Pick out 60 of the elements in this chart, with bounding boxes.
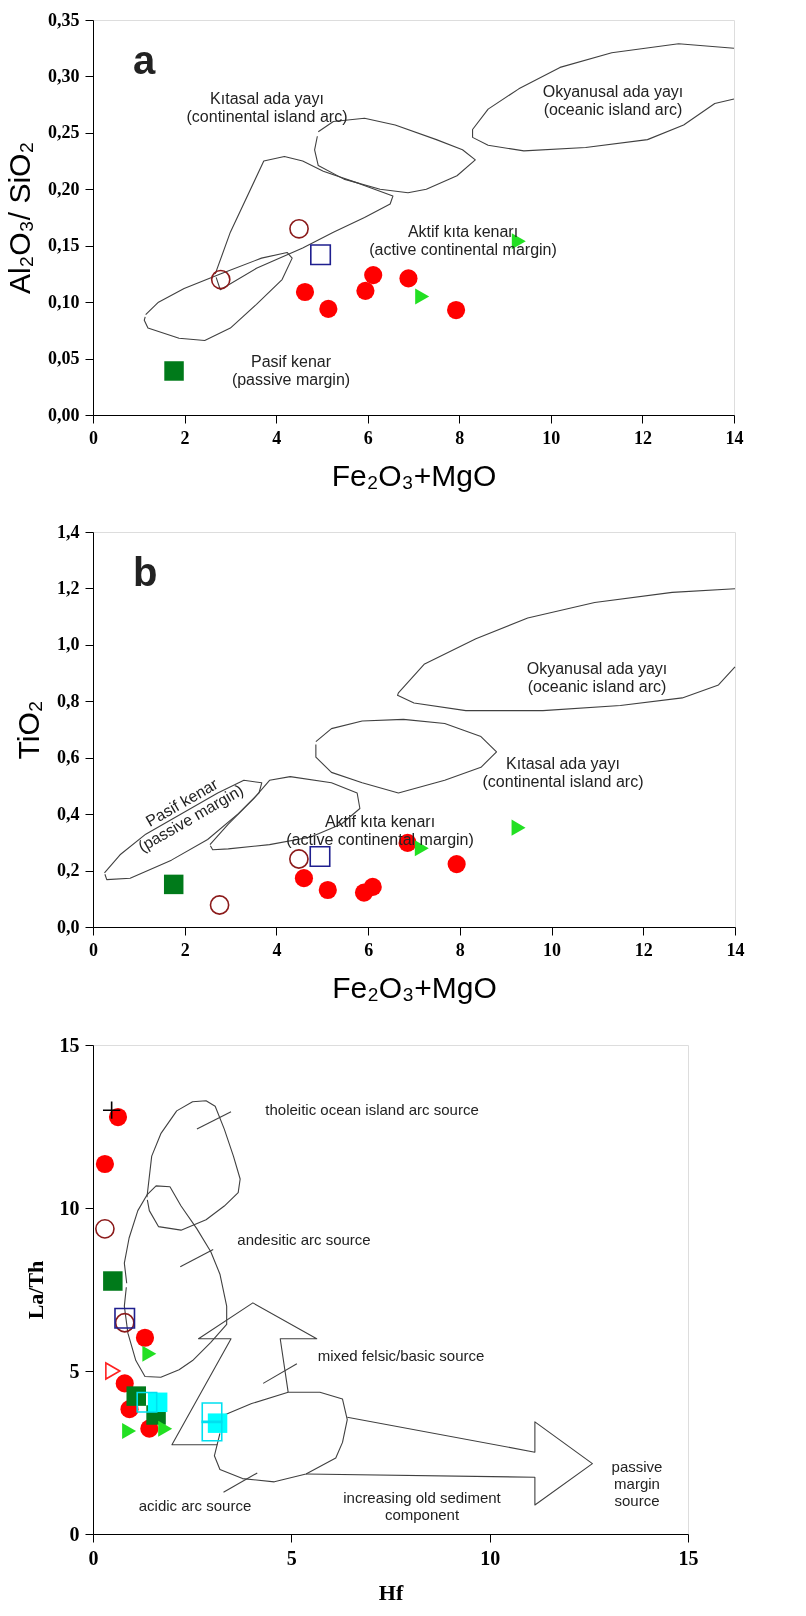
- y-tick-label: 15: [59, 1033, 80, 1056]
- y-tick-label: 1,2: [57, 577, 80, 598]
- annotation: acidic arc source: [138, 1497, 252, 1514]
- y-tick-label: 0,30: [48, 65, 80, 86]
- x-tick-label: 0: [89, 939, 98, 960]
- y-tick-label: 0,00: [48, 404, 80, 425]
- x-tick-label: 4: [272, 939, 282, 960]
- annotation: mixed felsic/basic source: [317, 1347, 485, 1364]
- x-tick-label: 14: [725, 427, 744, 448]
- x-axis-title: Fe₂O₃+MgO: [332, 970, 497, 1004]
- y-axis-title: TiO₂: [12, 700, 45, 760]
- annotation: Kıtasal ada yayı (continental island arc): [482, 755, 644, 790]
- x-tick-label: 10: [543, 939, 562, 960]
- annotation: increasing old sediment component: [343, 1489, 502, 1523]
- y-tick-label: 0,35: [48, 9, 80, 30]
- y-tick-label: 0,2: [57, 860, 80, 881]
- y-tick-label: 5: [69, 1359, 80, 1382]
- annotation: Pasif kenar (passive margin): [231, 353, 351, 388]
- x-tick-label: 6: [363, 427, 373, 448]
- annotation: b: [133, 550, 158, 594]
- y-tick-label: 0,4: [57, 803, 80, 824]
- y-tick-label: 10: [59, 1196, 80, 1219]
- y-axis-title: Al₂O₃/ SiO₂: [3, 141, 36, 295]
- annotation: passive margin source: [611, 1458, 663, 1509]
- x-tick-label: 10: [480, 1546, 501, 1569]
- annotation: Kıtasal ada yayı (continental island arc): [186, 90, 348, 125]
- x-tick-label: 0: [89, 427, 98, 448]
- x-tick-label: 12: [634, 939, 653, 960]
- x-axis-title: Fe₂O₃+MgO: [331, 458, 497, 492]
- x-axis-title: Hf: [378, 1579, 404, 1605]
- annotation: Okyanusal ada yayı (oceanic island arc): [542, 83, 684, 118]
- x-tick-label: 5: [286, 1546, 297, 1569]
- y-tick-label: 0,8: [57, 690, 80, 711]
- x-tick-label: 15: [678, 1546, 699, 1569]
- x-tick-label: 2: [180, 939, 190, 960]
- y-tick-label: 0,05: [48, 348, 80, 369]
- x-tick-label: 10: [542, 427, 561, 448]
- annotation: a: [133, 38, 156, 82]
- x-tick-label: 12: [633, 427, 652, 448]
- x-tick-label: 6: [364, 939, 374, 960]
- y-tick-label: 0,15: [48, 235, 80, 256]
- y-tick-label: 0,25: [48, 122, 80, 143]
- x-tick-label: 8: [455, 939, 465, 960]
- x-tick-label: 14: [726, 939, 745, 960]
- y-tick-label: 0,0: [57, 916, 80, 937]
- x-tick-label: 8: [455, 427, 465, 448]
- y-tick-label: 0,20: [48, 178, 80, 199]
- y-tick-label: 1,0: [57, 634, 80, 655]
- x-tick-label: 0: [88, 1546, 99, 1569]
- annotation: andesitic arc source: [237, 1231, 371, 1248]
- y-tick-label: 0,6: [57, 747, 80, 768]
- y-axis-title: La/Th: [22, 1260, 48, 1320]
- annotation: Okyanusal ada yayı (oceanic island arc): [526, 660, 668, 695]
- y-tick-label: 0: [69, 1522, 80, 1545]
- annotation: tholeitic ocean island arc source: [265, 1101, 479, 1118]
- x-tick-label: 2: [180, 427, 190, 448]
- x-tick-label: 4: [272, 427, 282, 448]
- annotation: Aktif kıta kenarı (active continental margin): [369, 223, 557, 258]
- y-tick-label: 1,4: [57, 521, 80, 542]
- y-tick-label: 0,10: [48, 291, 80, 312]
